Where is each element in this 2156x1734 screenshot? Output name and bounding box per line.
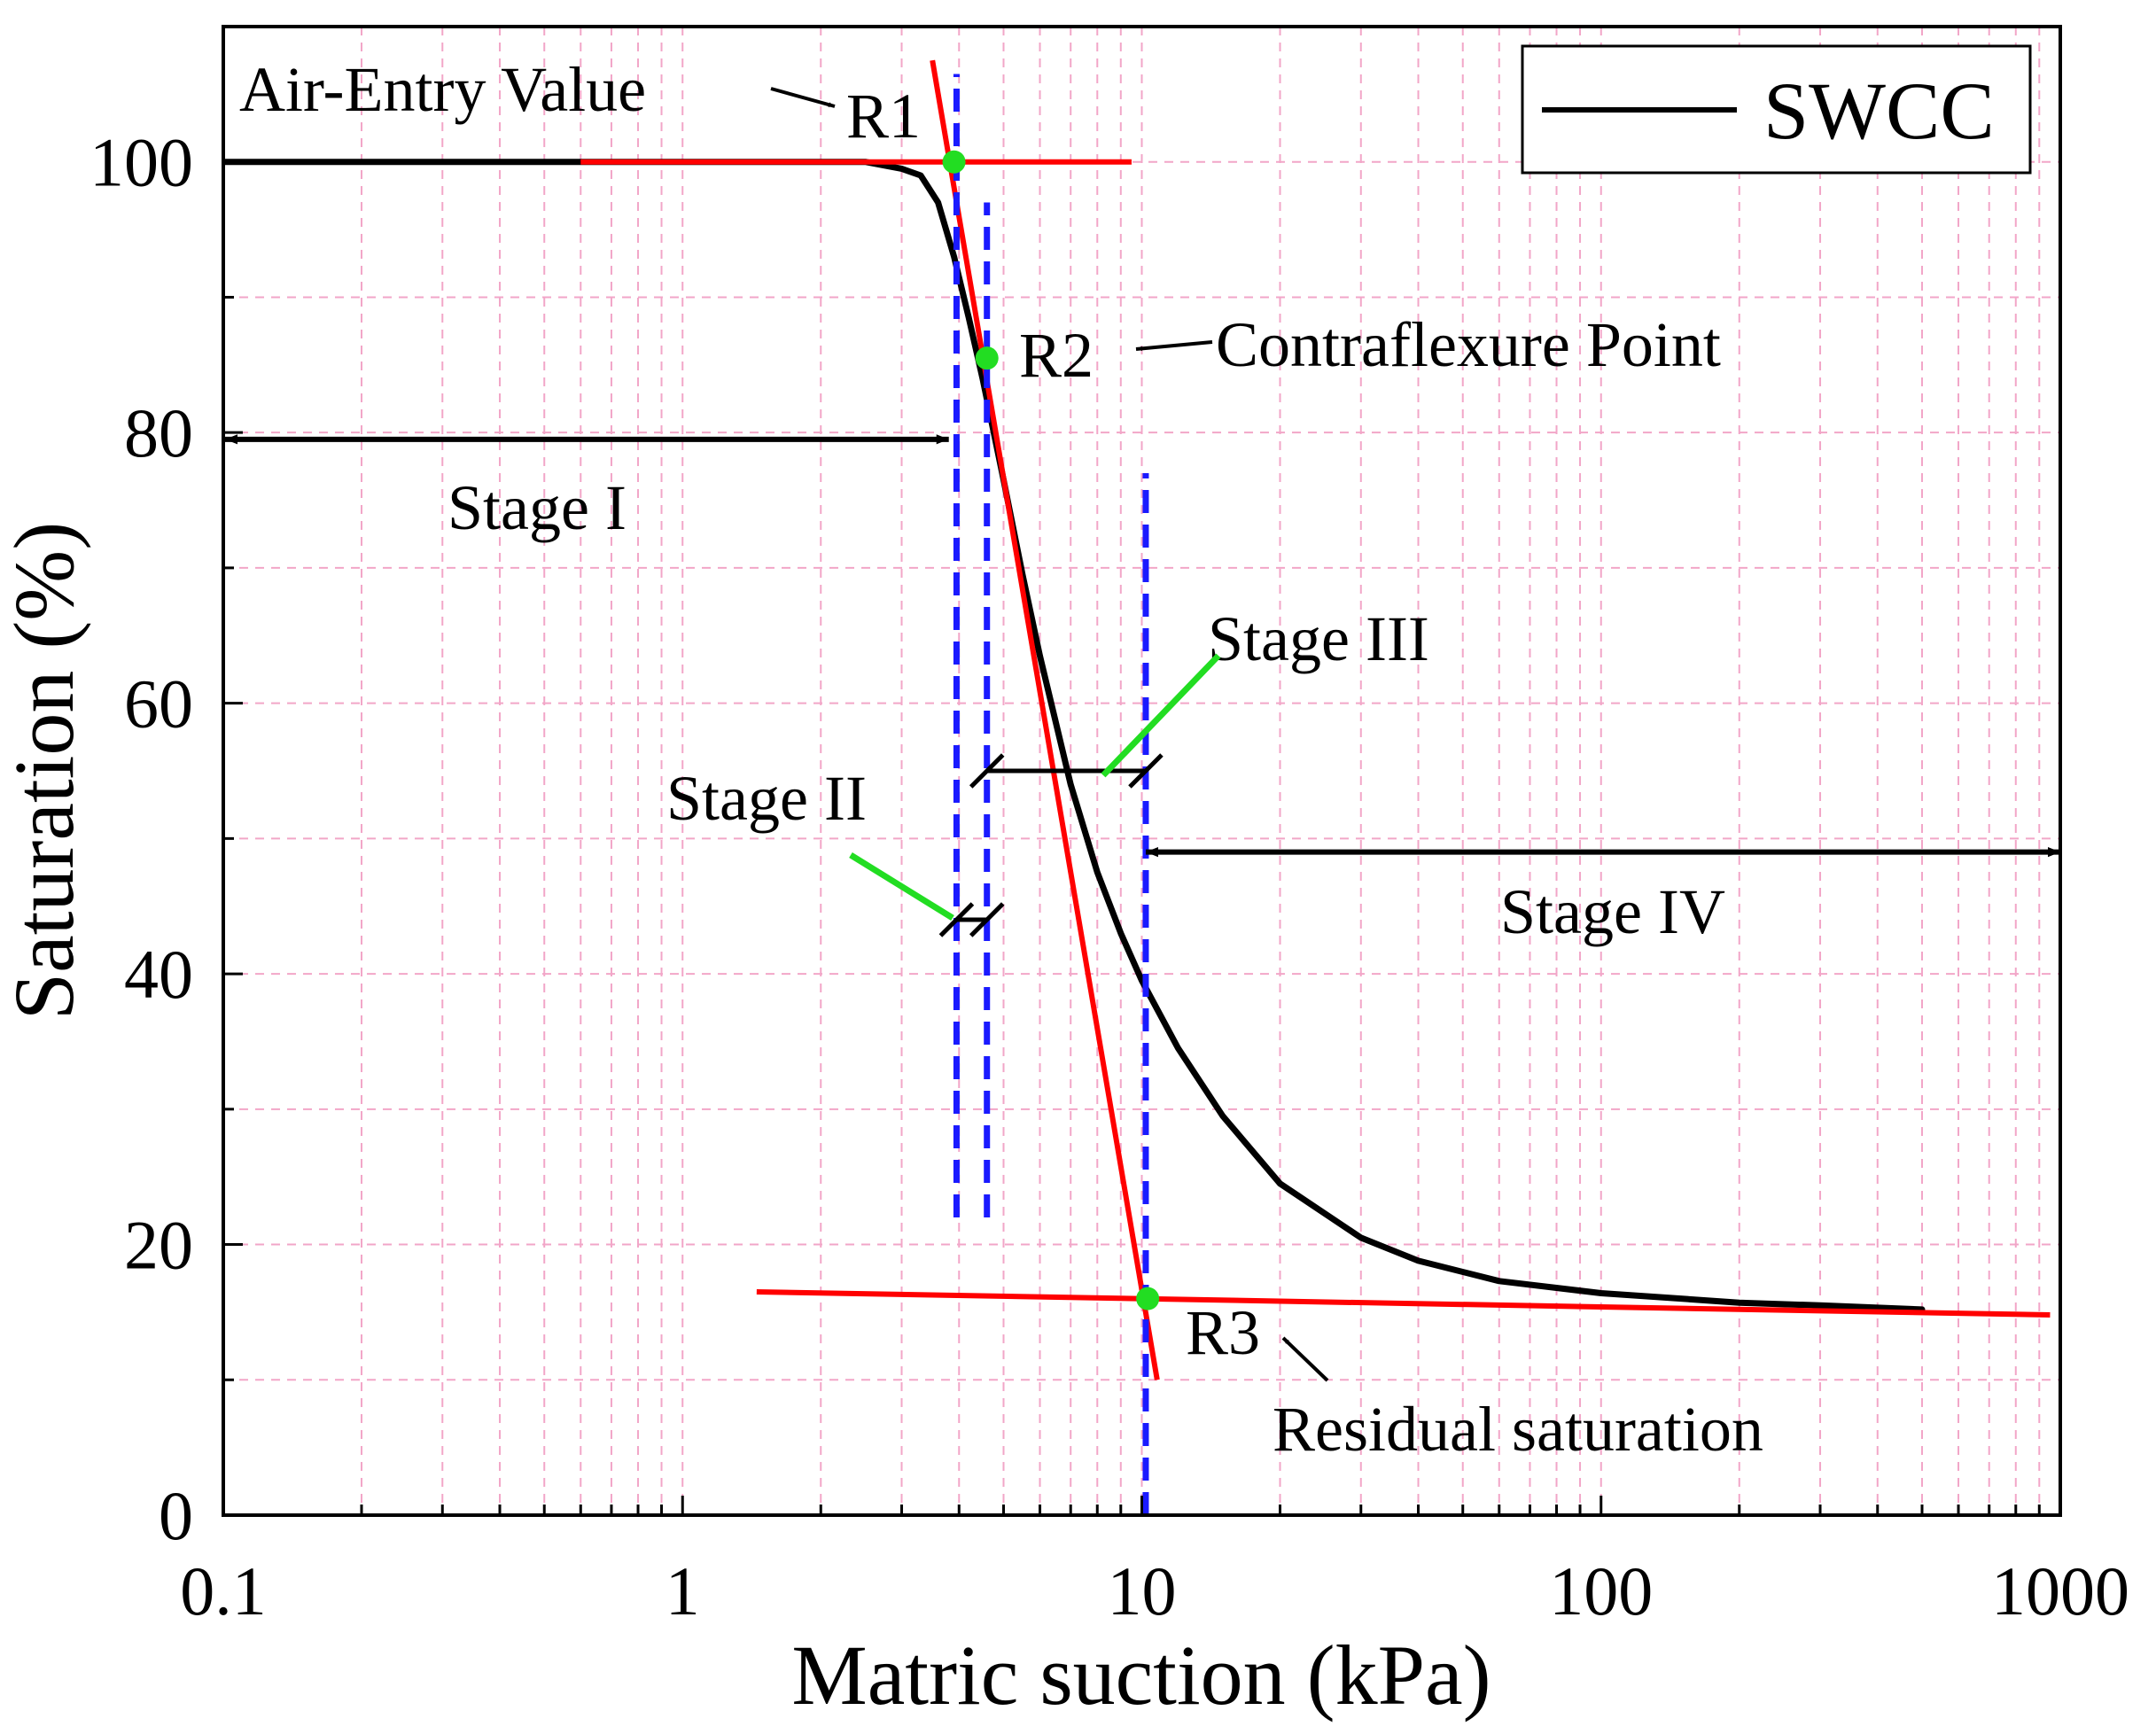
axes: 0.1 1 10 100 1000 0 20 40 60 80 100 [90,124,2129,1629]
residual-annotation: Residual saturation [1273,1394,1763,1465]
contraflexure-pointer [1135,340,1213,352]
r2-point [975,346,999,370]
r3-point [1136,1287,1160,1310]
stage-2-pointer [849,852,954,921]
y-tick-label: 20 [124,1207,193,1284]
x-tick-label: 1000 [1991,1552,2129,1629]
residual-pointer [1281,1336,1329,1382]
y-tick-label: 80 [124,394,193,471]
x-tick-label: 100 [1549,1552,1653,1629]
stage-ii-span-tick-right [969,902,1005,937]
y-tick-label: 60 [124,665,193,743]
legend: SWCC [1521,44,2032,175]
stage-3-label: Stage III [1208,603,1429,674]
r2-label: R2 [1019,320,1094,391]
residual-tangent-line [756,1289,2051,1318]
stage-2-label: Stage II [666,763,867,834]
r1-label: R1 [846,81,921,152]
legend-label: SWCC [1763,66,1995,156]
y-axis-label: Saturation (%) [0,522,91,1021]
contraflexure-annotation: Contraflexure Point [1216,309,1721,380]
swcc-curve [223,159,1926,1313]
stage-iii-span-tick-right [1128,753,1164,789]
y-tick-label: 40 [124,936,193,1013]
r1-point [942,150,966,174]
x-tick-label: 0.1 [180,1552,267,1629]
stage-1-label: Stage I [448,472,627,543]
y-tick-label: 0 [159,1477,193,1554]
x-tick-label: 1 [665,1552,700,1629]
plot-area [223,59,2051,1380]
air-entry-annotation: Air-Entry Value [239,54,646,125]
stage-ii-span-tick-left [938,902,975,937]
stage-iii-span-tick-left [969,753,1005,789]
stage-3-pointer [1101,653,1221,778]
y-tick-label: 100 [90,124,193,201]
r3-label: R3 [1186,1297,1260,1368]
x-tick-label: 10 [1108,1552,1177,1629]
stage-4-label: Stage IV [1500,876,1725,947]
x-axis-label: Matric suction (kPa) [791,1628,1491,1722]
air-entry-pointer [770,87,836,108]
overlay [225,74,2060,1515]
steep-tangent-line [930,59,1160,1380]
grid [223,27,2060,1515]
